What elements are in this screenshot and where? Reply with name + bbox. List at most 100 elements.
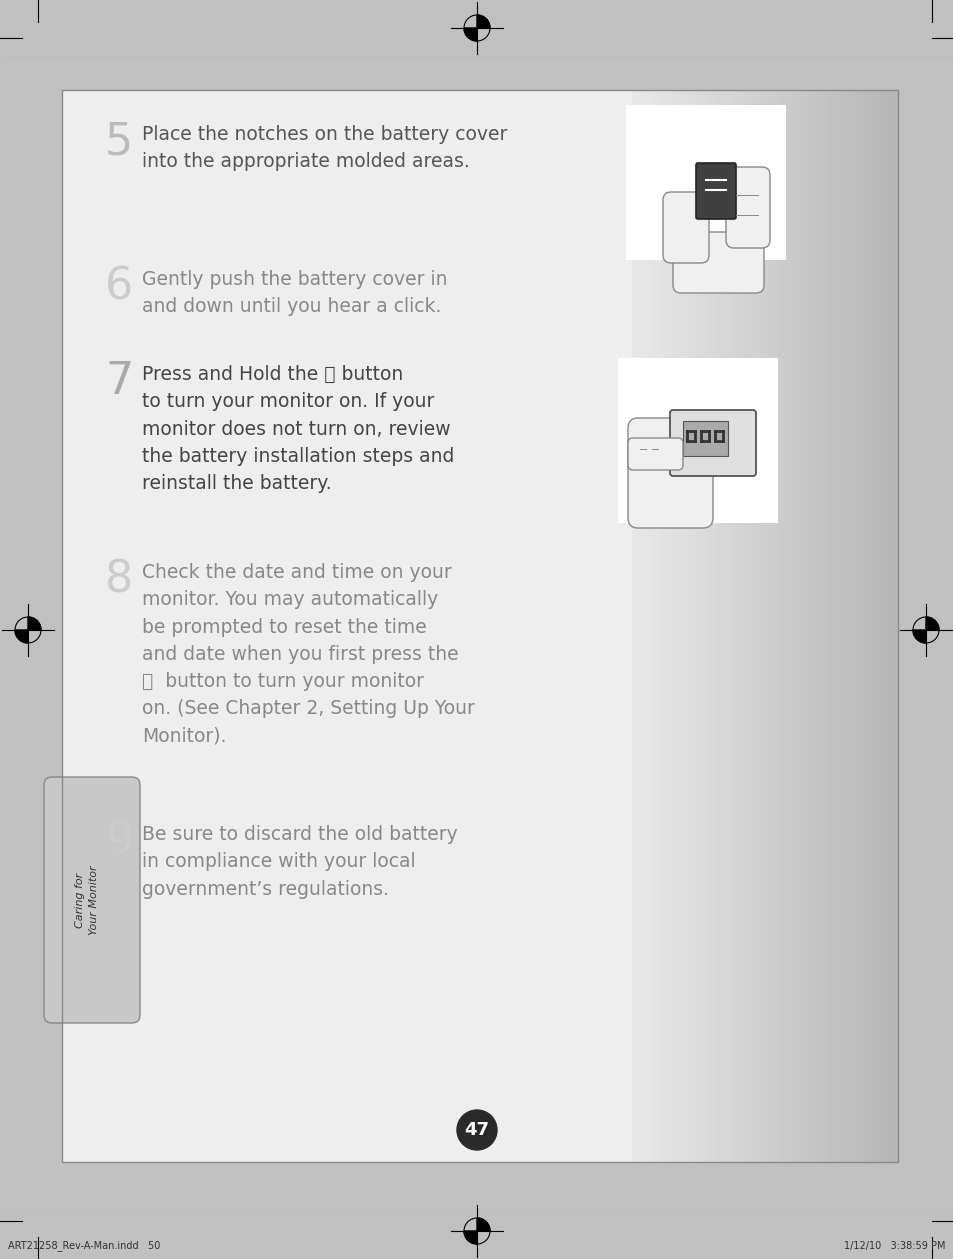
- Text: Check the date and time on your
monitor. You may automatically
be prompted to re: Check the date and time on your monitor.…: [142, 563, 475, 745]
- Bar: [695, 89, 699, 1162]
- Bar: [655, 89, 659, 1162]
- Bar: [870, 89, 875, 1162]
- Bar: [844, 89, 848, 1162]
- Bar: [760, 89, 765, 1162]
- Bar: [671, 89, 676, 1162]
- Bar: [867, 89, 871, 1162]
- Wedge shape: [15, 630, 28, 643]
- Text: 47: 47: [464, 1121, 489, 1139]
- Bar: [824, 89, 828, 1162]
- Wedge shape: [912, 630, 925, 643]
- Bar: [807, 89, 812, 1162]
- FancyBboxPatch shape: [627, 418, 712, 528]
- FancyBboxPatch shape: [627, 438, 682, 470]
- Bar: [881, 89, 884, 1162]
- Bar: [684, 89, 689, 1162]
- Bar: [827, 89, 832, 1162]
- Text: 5: 5: [105, 120, 133, 162]
- Wedge shape: [28, 617, 41, 630]
- Bar: [877, 89, 882, 1162]
- Wedge shape: [476, 15, 490, 28]
- Bar: [731, 89, 736, 1162]
- Text: Gently push the battery cover in
and down until you hear a click.: Gently push the battery cover in and dow…: [142, 269, 447, 316]
- Wedge shape: [463, 1231, 476, 1244]
- Text: Press and Hold the ⓘ button
to turn your monitor on. If your
monitor does not tu: Press and Hold the ⓘ button to turn your…: [142, 365, 454, 494]
- Bar: [681, 89, 685, 1162]
- Bar: [631, 89, 636, 1162]
- Bar: [781, 89, 785, 1162]
- Bar: [851, 89, 855, 1162]
- Text: Caring for
Your Monitor: Caring for Your Monitor: [75, 865, 98, 935]
- Bar: [62, 89, 897, 1162]
- Bar: [641, 89, 645, 1162]
- Bar: [890, 89, 895, 1162]
- Bar: [771, 89, 775, 1162]
- Bar: [735, 89, 739, 1162]
- Text: 8: 8: [105, 558, 133, 601]
- Text: 1/12/10   3:38:59 PM: 1/12/10 3:38:59 PM: [843, 1241, 945, 1251]
- Text: 6: 6: [105, 264, 133, 308]
- Bar: [675, 89, 679, 1162]
- Bar: [774, 89, 779, 1162]
- Bar: [740, 89, 745, 1162]
- Bar: [651, 89, 656, 1162]
- Bar: [711, 89, 716, 1162]
- Bar: [62, 89, 631, 1162]
- FancyBboxPatch shape: [725, 167, 769, 248]
- Bar: [831, 89, 835, 1162]
- Bar: [784, 89, 788, 1162]
- Bar: [894, 89, 898, 1162]
- Bar: [787, 89, 792, 1162]
- Bar: [744, 89, 749, 1162]
- Bar: [715, 89, 719, 1162]
- Bar: [664, 89, 669, 1162]
- Text: Be sure to discard the old battery
in compliance with your local
government’s re: Be sure to discard the old battery in co…: [142, 825, 457, 899]
- Bar: [854, 89, 859, 1162]
- Bar: [718, 89, 722, 1162]
- Bar: [678, 89, 682, 1162]
- Bar: [635, 89, 639, 1162]
- Bar: [618, 358, 778, 522]
- Bar: [801, 89, 805, 1162]
- FancyBboxPatch shape: [44, 777, 140, 1024]
- Bar: [798, 89, 801, 1162]
- Bar: [721, 89, 725, 1162]
- Text: 9: 9: [105, 820, 133, 862]
- Bar: [658, 89, 662, 1162]
- Bar: [668, 89, 672, 1162]
- Bar: [638, 89, 642, 1162]
- Bar: [863, 89, 868, 1162]
- Bar: [814, 89, 819, 1162]
- FancyBboxPatch shape: [696, 162, 735, 219]
- FancyBboxPatch shape: [669, 410, 755, 476]
- Wedge shape: [476, 1217, 490, 1231]
- Bar: [648, 89, 652, 1162]
- Bar: [847, 89, 852, 1162]
- Bar: [747, 89, 752, 1162]
- Bar: [701, 89, 705, 1162]
- Bar: [811, 89, 815, 1162]
- Bar: [644, 89, 649, 1162]
- Bar: [804, 89, 808, 1162]
- Bar: [688, 89, 692, 1162]
- Bar: [841, 89, 845, 1162]
- Bar: [883, 89, 888, 1162]
- Bar: [838, 89, 841, 1162]
- Bar: [691, 89, 696, 1162]
- Bar: [758, 89, 761, 1162]
- Bar: [625, 104, 785, 261]
- Bar: [738, 89, 742, 1162]
- Bar: [661, 89, 665, 1162]
- Bar: [754, 89, 759, 1162]
- Bar: [728, 89, 732, 1162]
- Bar: [751, 89, 755, 1162]
- FancyBboxPatch shape: [672, 232, 763, 293]
- Bar: [874, 89, 878, 1162]
- Bar: [778, 89, 781, 1162]
- Bar: [791, 89, 795, 1162]
- FancyBboxPatch shape: [662, 193, 708, 263]
- Wedge shape: [925, 617, 938, 630]
- Bar: [767, 89, 772, 1162]
- Text: ART21258_Rev-A-Man.indd   50: ART21258_Rev-A-Man.indd 50: [8, 1240, 160, 1251]
- Wedge shape: [463, 28, 476, 42]
